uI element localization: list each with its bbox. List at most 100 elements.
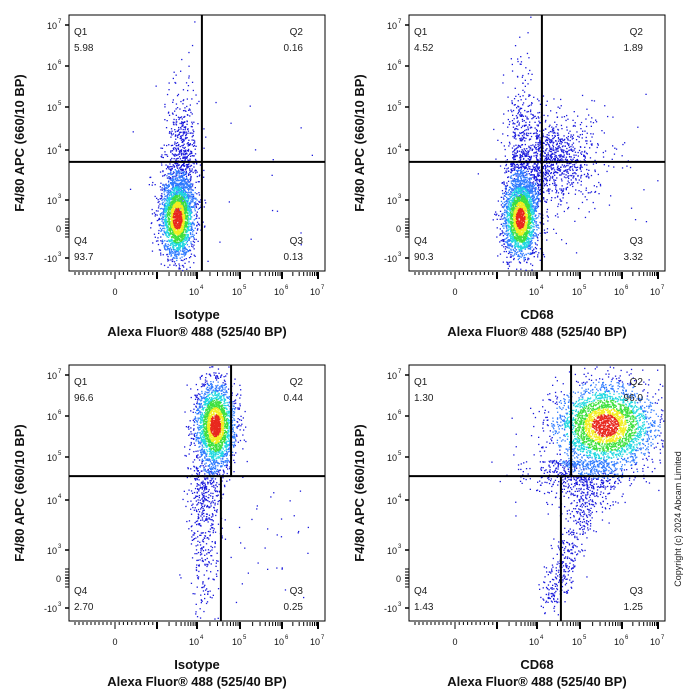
- event-dot: [178, 143, 180, 146]
- event-dot: [172, 77, 174, 80]
- event-dot: [504, 167, 506, 170]
- event-dot: [572, 119, 574, 121]
- event-dot: [508, 247, 510, 249]
- event-dot: [572, 150, 574, 152]
- event-dot: [159, 227, 162, 229]
- event-dot: [194, 158, 197, 161]
- event-dot: [153, 233, 156, 235]
- event-dot: [583, 173, 586, 176]
- event-dot: [179, 188, 182, 190]
- event-dot: [503, 240, 505, 243]
- event-dot: [160, 230, 162, 232]
- event-dot: [553, 129, 555, 131]
- event-dot: [182, 110, 185, 112]
- event-dot: [499, 234, 501, 236]
- event-dot: [172, 185, 175, 187]
- event-dot: [173, 182, 175, 185]
- event-dot: [575, 154, 577, 156]
- event-dot: [583, 159, 585, 161]
- event-dot: [173, 247, 175, 249]
- event-dot: [188, 257, 191, 259]
- event-dot: [191, 168, 193, 170]
- event-dot: [536, 181, 538, 183]
- event-dot: [521, 115, 523, 117]
- event-dot: [536, 175, 539, 177]
- event-dot: [182, 134, 184, 137]
- event-dot: [174, 241, 177, 243]
- event-dot: [535, 151, 538, 153]
- event-dot: [177, 228, 180, 230]
- event-dot: [170, 193, 172, 195]
- event-dot: [166, 235, 168, 237]
- event-dot: [179, 179, 181, 181]
- event-dot: [551, 156, 553, 158]
- event-dot: [515, 154, 517, 156]
- event-dot: [171, 252, 173, 254]
- event-dot: [540, 213, 542, 215]
- event-dot: [538, 199, 540, 201]
- event-dot: [595, 162, 597, 164]
- event-dot: [560, 138, 562, 140]
- event-dot: [175, 170, 177, 172]
- event-dot: [524, 154, 526, 156]
- event-dot: [512, 157, 514, 159]
- event-dot: [182, 169, 184, 171]
- event-dot: [174, 263, 176, 265]
- event-dot: [555, 140, 557, 142]
- event-dot: [180, 217, 182, 219]
- event-dot: [585, 152, 588, 154]
- event-dot: [230, 122, 232, 124]
- event-dot: [597, 173, 599, 176]
- event-dot: [167, 255, 169, 258]
- event-dot: [557, 167, 559, 170]
- event-dot: [173, 118, 175, 121]
- y-tick-exponent: 3: [58, 194, 62, 200]
- event-dot: [174, 248, 176, 251]
- event-dot: [581, 151, 583, 153]
- event-dot: [525, 155, 527, 157]
- event-dot: [190, 202, 192, 204]
- event-dot: [521, 151, 523, 154]
- event-dot: [521, 76, 523, 78]
- event-dot: [167, 227, 169, 229]
- event-dot: [539, 144, 541, 146]
- event-dot: [657, 180, 659, 182]
- event-dot: [195, 181, 197, 183]
- event-dot: [177, 247, 179, 249]
- event-dot: [507, 167, 509, 169]
- event-dot: [161, 193, 163, 195]
- event-dot: [178, 238, 180, 240]
- event-dot: [169, 207, 171, 210]
- event-dot: [544, 171, 547, 173]
- event-dot: [179, 204, 181, 207]
- event-dot: [555, 155, 557, 157]
- event-dot: [179, 219, 182, 221]
- event-dot: [520, 156, 522, 159]
- event-dot: [170, 232, 172, 234]
- event-dot: [528, 132, 530, 135]
- event-dot: [181, 230, 183, 232]
- event-dot: [185, 236, 187, 238]
- event-dot: [186, 137, 188, 139]
- event-dot: [198, 224, 201, 226]
- event-dot: [160, 207, 163, 210]
- event-dot: [188, 181, 190, 184]
- event-dot: [520, 171, 522, 173]
- event-dot: [500, 204, 503, 206]
- event-dot: [171, 186, 174, 188]
- event-dot: [538, 135, 540, 138]
- event-dot: [539, 157, 541, 159]
- event-dot: [184, 254, 186, 256]
- event-dot: [584, 196, 586, 198]
- event-dot: [186, 199, 188, 201]
- event-dot: [590, 191, 593, 193]
- event-dot: [520, 61, 523, 63]
- event-dot: [178, 207, 180, 209]
- event-dot: [162, 233, 164, 235]
- event-dot: [168, 184, 170, 186]
- event-dot: [521, 132, 523, 134]
- event-dot: [179, 177, 181, 179]
- event-dot: [519, 132, 521, 134]
- event-dot: [514, 45, 517, 47]
